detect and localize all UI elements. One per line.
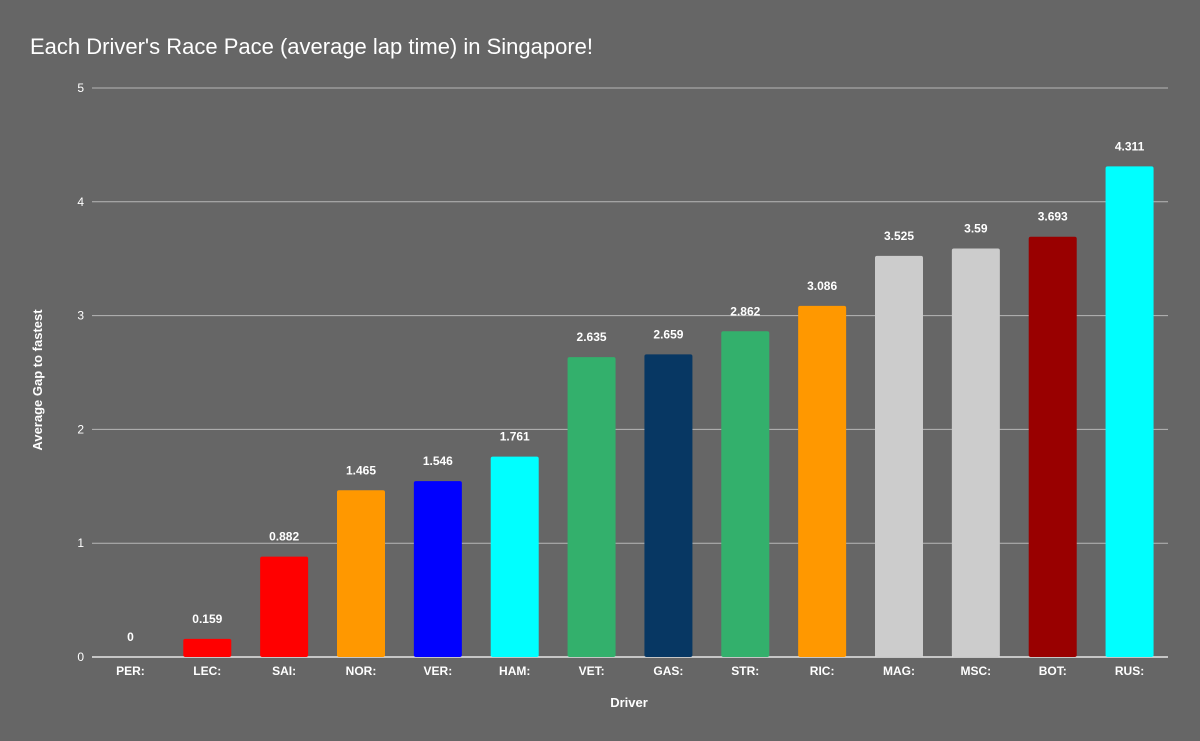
data-label: 3.59	[964, 221, 988, 235]
bar-bot	[1028, 236, 1077, 657]
bar-gas	[644, 354, 693, 657]
data-label: 3.086	[807, 279, 837, 293]
y-tick-label: 1	[77, 536, 84, 550]
x-tick-label: NOR:	[346, 664, 377, 678]
bar-nor	[337, 490, 385, 657]
gridlines	[92, 87, 1168, 658]
data-label: 0.159	[192, 612, 222, 626]
y-tick-label: 2	[77, 422, 84, 436]
bars	[183, 166, 1154, 658]
data-label: 1.761	[500, 430, 530, 444]
y-tick-label: 5	[77, 81, 84, 95]
bar-vet	[567, 357, 616, 657]
bar-mag	[875, 255, 923, 658]
chart-title: Each Driver's Race Pace (average lap tim…	[30, 34, 594, 59]
x-tick-label: RIC:	[810, 664, 835, 678]
bar-lec	[183, 638, 232, 657]
bar-ver	[413, 481, 462, 657]
data-label: 1.465	[346, 463, 376, 477]
bar-msc	[951, 248, 1000, 657]
bar-str	[721, 331, 770, 657]
data-label: 4.311	[1115, 139, 1145, 153]
x-tick-label: STR:	[731, 664, 759, 678]
x-tick-label: LEC:	[193, 664, 221, 678]
bar-ric	[798, 305, 847, 657]
x-tick-label: MAG:	[883, 664, 915, 678]
data-labels: 0 0.159 0.882 1.465 1.546 1.761 2.635 2.659 2.86…	[127, 139, 1144, 644]
x-tick-label: VET:	[579, 664, 605, 678]
data-label: 2.659	[653, 327, 683, 341]
data-label: 0	[127, 630, 134, 644]
data-label: 0.882	[269, 530, 299, 544]
y-tick-label: 0	[77, 650, 84, 664]
bar-ham	[490, 456, 539, 657]
y-tick-label: 3	[77, 309, 84, 323]
data-label: 2.862	[730, 304, 760, 318]
x-tick-label: BOT:	[1039, 664, 1067, 678]
bar-sai	[260, 556, 309, 657]
data-label: 1.546	[423, 454, 453, 468]
x-axis-categories: PER: LEC: SAI: NOR: VER: HAM: VET: GAS: STR: RIC:…	[116, 664, 1144, 678]
x-tick-label: MSC:	[961, 664, 992, 678]
x-tick-label: VER:	[424, 664, 453, 678]
bar-rus	[1105, 166, 1154, 657]
y-axis-ticks: 0 1 2 3 4 5	[77, 81, 84, 664]
data-label: 3.693	[1038, 210, 1068, 224]
x-tick-label: GAS:	[653, 664, 683, 678]
data-label: 2.635	[577, 330, 607, 344]
x-tick-label: PER:	[116, 664, 145, 678]
data-label: 3.525	[884, 229, 914, 243]
x-tick-label: RUS:	[1115, 664, 1144, 678]
y-tick-label: 4	[77, 195, 84, 209]
x-tick-label: HAM:	[499, 664, 530, 678]
x-tick-label: SAI:	[272, 664, 296, 678]
x-axis-title: Driver	[610, 695, 648, 710]
y-axis-title: Average Gap to fastest	[30, 309, 45, 451]
